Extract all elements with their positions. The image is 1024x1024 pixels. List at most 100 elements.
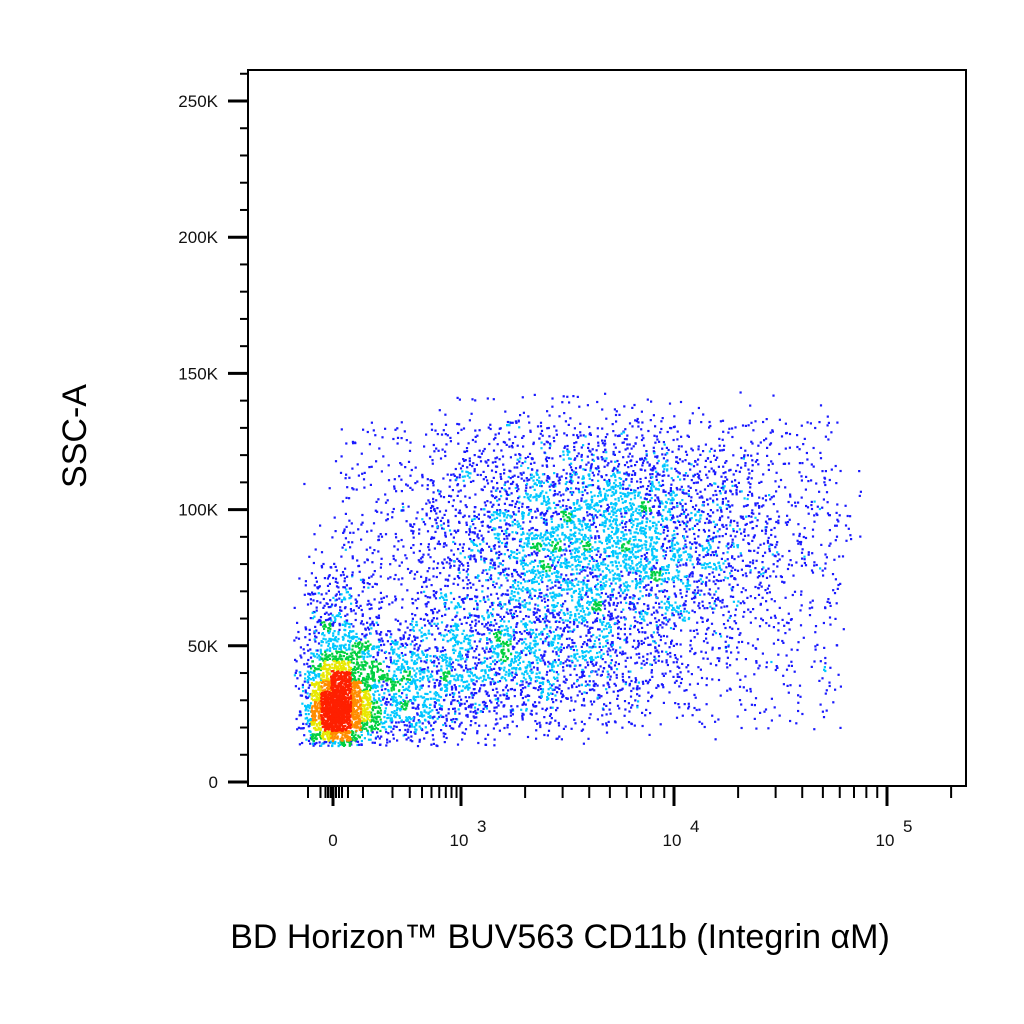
- scatter-point: [737, 481, 740, 484]
- scatter-point: [484, 743, 487, 746]
- scatter-point: [612, 430, 615, 433]
- scatter-point: [684, 604, 687, 607]
- scatter-point: [731, 555, 734, 558]
- scatter-point: [546, 734, 549, 737]
- scatter-point: [825, 491, 829, 494]
- scatter-point: [687, 485, 690, 488]
- scatter-point: [655, 609, 658, 612]
- scatter-point: [684, 543, 687, 546]
- scatter-point: [486, 572, 489, 575]
- scatter-point: [581, 565, 585, 569]
- scatter-point: [415, 517, 418, 520]
- scatter-point: [766, 515, 769, 518]
- scatter-point: [459, 560, 462, 563]
- scatter-point: [768, 494, 771, 497]
- scatter-point: [566, 609, 569, 612]
- scatter-point: [774, 535, 777, 538]
- scatter-point: [468, 547, 471, 550]
- scatter-point: [554, 565, 557, 569]
- scatter-point: [396, 739, 399, 742]
- scatter-point: [453, 564, 456, 567]
- scatter-point: [594, 535, 597, 538]
- scatter-point: [744, 572, 747, 575]
- scatter-point: [815, 512, 818, 515]
- scatter-point: [540, 447, 543, 450]
- scatter-point: [629, 608, 632, 611]
- scatter-point: [316, 600, 319, 603]
- scatter-point: [751, 469, 754, 472]
- scatter-point: [557, 658, 560, 661]
- scatter-point: [375, 658, 378, 661]
- scatter-point: [518, 495, 521, 498]
- scatter-point: [564, 482, 567, 486]
- scatter-point: [491, 528, 494, 532]
- scatter-point: [545, 518, 548, 521]
- scatter-point: [506, 549, 509, 552]
- scatter-point: [514, 505, 517, 508]
- scatter-point: [531, 516, 534, 519]
- scatter-point: [649, 473, 652, 476]
- scatter-point: [641, 631, 644, 634]
- scatter-point: [685, 575, 688, 578]
- scatter-point: [401, 598, 404, 601]
- scatter-point: [607, 664, 611, 667]
- scatter-point: [393, 485, 396, 488]
- scatter-point: [313, 638, 316, 641]
- scatter-point: [380, 649, 383, 652]
- scatter-point: [757, 505, 761, 508]
- scatter-point: [452, 718, 455, 721]
- scatter-point: [400, 583, 403, 586]
- scatter-point: [508, 524, 512, 527]
- scatter-point: [721, 515, 724, 518]
- scatter-point: [562, 395, 565, 398]
- scatter-point: [676, 519, 680, 522]
- scatter-point: [362, 586, 366, 589]
- scatter-point: [726, 551, 729, 554]
- scatter-point: [581, 493, 584, 497]
- scatter-point: [369, 632, 372, 635]
- scatter-point: [801, 557, 804, 560]
- scatter-point: [675, 716, 679, 719]
- scatter-point: [606, 653, 610, 656]
- scatter-point: [691, 571, 694, 574]
- scatter-point: [335, 585, 339, 588]
- scatter-point: [468, 556, 471, 559]
- scatter-point: [322, 597, 325, 601]
- scatter-point: [780, 435, 784, 438]
- scatter-point: [634, 681, 637, 684]
- scatter-point: [604, 644, 607, 648]
- scatter-point: [571, 641, 574, 644]
- scatter-point: [304, 580, 307, 583]
- scatter-point: [416, 480, 419, 483]
- scatter-point: [418, 738, 421, 741]
- scatter-point: [385, 519, 388, 522]
- scatter-point: [499, 473, 502, 476]
- scatter-point: [561, 401, 564, 404]
- scatter-point: [505, 443, 508, 446]
- scatter-point: [533, 461, 536, 464]
- scatter-point: [858, 470, 861, 473]
- scatter-point: [764, 708, 768, 711]
- scatter-point: [503, 694, 506, 697]
- scatter-point: [596, 516, 599, 519]
- scatter-point: [482, 470, 485, 473]
- scatter-point: [687, 435, 690, 438]
- scatter-point: [428, 578, 431, 581]
- scatter-point: [548, 629, 551, 633]
- scatter-point: [453, 577, 456, 580]
- scatter-point: [704, 554, 707, 557]
- scatter-point: [402, 636, 405, 639]
- scatter-point: [705, 581, 708, 584]
- scatter-point: [450, 559, 453, 562]
- scatter-point: [304, 627, 308, 630]
- scatter-point: [464, 728, 468, 731]
- scatter-point: [362, 623, 365, 626]
- scatter-point: [449, 479, 452, 482]
- scatter-point: [652, 516, 655, 519]
- scatter-point: [552, 676, 556, 679]
- scatter-point: [657, 510, 660, 513]
- scatter-point: [596, 427, 599, 430]
- scatter-point: [610, 659, 613, 662]
- scatter-point: [698, 558, 701, 561]
- scatter-point: [561, 549, 564, 552]
